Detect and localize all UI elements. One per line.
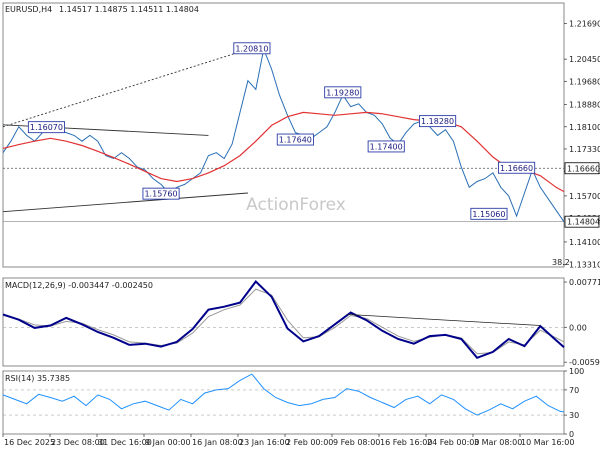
rsi-layer [2,373,565,416]
rsi-panel-frame [2,370,565,435]
price-label: 1.17400 [370,142,403,151]
x-tick-label: 16 Feb 16:00 [380,438,432,447]
trendline-1 [2,48,249,128]
rsi-y-tick-label: 30 [569,411,579,420]
price-y-tick-label: 1.20450 [569,55,600,64]
price-y-tick-label: 1.19680 [569,77,600,86]
price-layer: 1.16070 1.15760 1.20810 1.17640 1.19280 1.174… [2,42,565,223]
price-label-box [233,42,271,55]
x-tick-label: 2 Feb 00:00 [286,438,333,447]
x-tick-label: 9 Jan 00:00 [145,438,191,447]
price-label-box [27,121,66,134]
trendline-3 [2,192,248,213]
price-label-box [142,187,180,200]
x-tick-label: 31 Dec 16:00 [98,438,152,447]
symbol-label: EURUSD,H4 [5,5,52,14]
fib-label: 38.2 [552,258,570,267]
axis-layer: 1.21690 1.20450 1.19680 1.18880 1.18100 1.173… [2,19,600,447]
price-y-tick-label: 1.18880 [569,100,600,109]
price-y-tick-label: 1.21690 [569,19,600,28]
macd-layer [2,279,565,359]
watermark: ActionForex [246,195,346,215]
price-label: 1.19280 [326,88,359,97]
x-tick-label: 10 Mar 16:00 [521,438,574,447]
rsi-title: RSI(14) 35.7385 [5,374,70,383]
price-label: 1.17640 [279,136,312,145]
current-price-marker-text: 1.14804 [567,218,600,227]
x-tick-label: 16 Dec 2025 [4,438,55,447]
macd-trendline [346,313,541,326]
ohlc-label: 1.14517 1.14875 1.14511 1.14804 [59,5,199,14]
current-price-marker-box [564,215,600,228]
price-label-box [470,207,508,220]
macd-title: MACD(12,26,9) -0.003447 -0.002450 [5,281,153,290]
price-label: 1.15060 [472,210,505,219]
price-label: 1.16660 [500,164,533,173]
macd-y-tick-label: 0.007712 [569,278,600,287]
rsi-y-tick-label: 70 [569,386,579,395]
price-y-tick-label: 1.13310 [569,261,600,270]
price-label-box [276,133,314,146]
x-tick-label: 23 Dec 08:00 [51,438,105,447]
price-series-line [2,47,565,223]
price-y-tick-label: 1.18100 [569,123,600,132]
x-tick-label: 3 Mar 08:00 [474,438,522,447]
price-y-tick-label: 1.17330 [569,145,600,154]
price-y-tick-label: 1.14100 [569,238,600,247]
price-label: 1.18280 [421,117,454,126]
price-label: 1.15760 [144,190,177,199]
x-tick-label: 24 Feb 00:00 [427,438,479,447]
price-label-box [498,161,536,174]
horizontal-level-marker-box [564,162,600,175]
rsi-line [2,373,565,416]
x-tick-label: 9 Feb 08:00 [333,438,380,447]
rsi-y-tick-label: 0 [569,430,574,439]
price-label-box [419,115,457,128]
macd-line [2,279,565,359]
price-label-box [324,86,362,99]
x-tick-label: 23 Jan 16:00 [239,438,290,447]
macd-signal-line [2,288,565,355]
price-label-box [367,140,405,153]
price-label: 1.16070 [30,123,63,132]
price-y-tick-label: 1.15700 [569,192,600,201]
rsi-y-tick-label: 100 [569,367,584,376]
macd-y-tick-label: -0.005944 [569,358,600,367]
moving-average-line [2,111,565,193]
price-label: 1.20810 [235,44,268,53]
macd-y-tick-label: 0.00 [569,323,587,332]
horizontal-level-marker-text: 1.16660 [567,164,600,173]
x-tick-label: 16 Jan 08:00 [192,438,243,447]
